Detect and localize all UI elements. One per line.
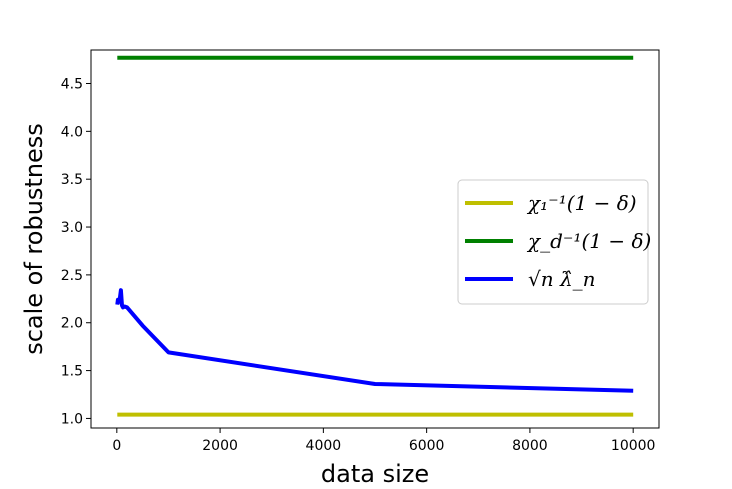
x-tick-label: 6000 — [409, 438, 445, 454]
y-axis-ticks: 1.0 1.5 2.0 2.5 3.0 3.5 4.0 4.5 — [61, 76, 91, 427]
x-tick-label: 2000 — [202, 438, 238, 454]
y-tick-label: 1.0 — [61, 411, 83, 427]
legend-box — [457, 179, 649, 305]
y-tick-label: 2.5 — [61, 268, 83, 284]
y-axis-label: scale of robustness — [20, 123, 48, 355]
x-tick-label: 10000 — [611, 438, 656, 454]
series-layer — [115, 55, 634, 417]
x-axis-label: data size — [321, 460, 429, 488]
legend-entry-label: χ_d⁻¹(1 − δ) — [526, 229, 651, 253]
legend-entry-label: χ₁⁻¹(1 − δ) — [526, 191, 637, 215]
series-line-3 — [115, 288, 634, 393]
plot-area-frame — [90, 49, 660, 429]
x-tick-label: 8000 — [512, 438, 548, 454]
x-tick-label: 4000 — [306, 438, 342, 454]
legend: χ₁⁻¹(1 − δ) χ_d⁻¹(1 − δ) √n λ̂_n — [457, 179, 651, 305]
y-tick-label: 4.0 — [61, 124, 83, 140]
y-tick-label: 4.5 — [61, 76, 83, 92]
x-axis-ticks: 0 2000 4000 6000 8000 10000 — [112, 428, 655, 454]
y-tick-label: 2.0 — [61, 316, 83, 332]
y-tick-label: 1.5 — [61, 364, 83, 380]
y-tick-label: 3.5 — [61, 172, 83, 188]
legend-entry-label: √n λ̂_n — [528, 267, 596, 291]
x-tick-label: 0 — [112, 438, 121, 454]
y-tick-label: 3.0 — [61, 220, 83, 236]
